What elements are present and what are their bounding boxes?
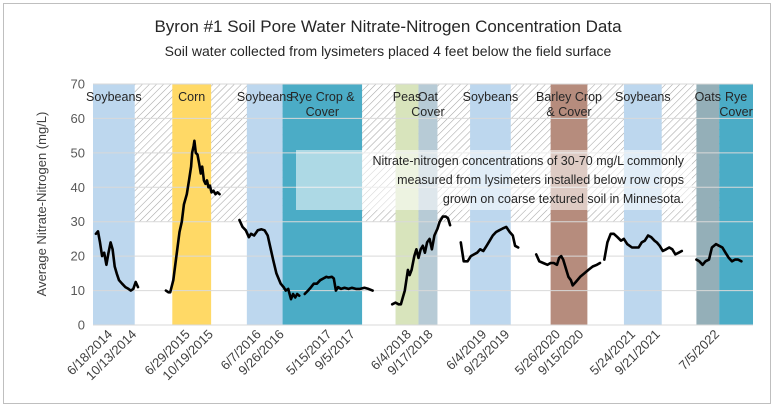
y-tick-70: 70	[71, 77, 85, 92]
crop-label-6-0: Soybeans	[463, 90, 519, 104]
y-tick-60: 60	[71, 111, 85, 126]
y-tick-40: 40	[71, 180, 85, 195]
x-tick-16: 7/5/2022	[676, 327, 722, 373]
crop-period-layer	[93, 84, 753, 325]
series-line-2020	[534, 253, 602, 287]
crop-label-7-1: & Cover	[546, 105, 591, 119]
y-axis-label: Average Nitrate-Nitrogen (mg/L)	[34, 112, 49, 297]
series-line-2021	[603, 232, 684, 261]
crop-label-10-0: Rye	[725, 90, 747, 104]
annotation-line-1: measured from lysimeters installed below…	[397, 173, 684, 187]
y-tick-layer: 0 10 20 30 40 50 60 70	[71, 77, 85, 333]
crop-band-1	[172, 84, 212, 325]
chart-subtitle: Soil water collected from lysimeters pla…	[165, 43, 612, 59]
y-tick-20: 20	[71, 249, 85, 264]
y-tick-10: 10	[71, 283, 85, 298]
crop-label-9-0: Oats	[695, 90, 721, 104]
crop-label-3-1: Cover	[306, 105, 339, 119]
crop-label-8-0: Soybeans	[615, 90, 671, 104]
y-tick-30: 30	[71, 214, 85, 229]
crop-label-10-1: Cover	[719, 105, 752, 119]
series-line-2015	[164, 139, 221, 294]
annotation-box	[296, 150, 692, 210]
crop-label-5-1: Cover	[411, 105, 444, 119]
series-line-2016	[238, 218, 301, 301]
annotation-line-0: Nitrate-nitrogen concentrations of 30-70…	[373, 154, 685, 168]
crop-label-0-0: Soybeans	[86, 90, 142, 104]
crop-label-3-0: Rye Crop &	[290, 90, 355, 104]
crop-label-2-0: Soybeans	[237, 90, 293, 104]
y-tick-50: 50	[71, 145, 85, 160]
series-layer	[94, 139, 743, 306]
series-line-2014	[94, 230, 140, 292]
crop-band-0	[93, 84, 135, 325]
annotation-layer: Nitrate-nitrogen concentrations of 30-70…	[296, 150, 692, 210]
crop-label-7-0: Barley Crop	[536, 90, 602, 104]
series-line-2019	[459, 225, 520, 263]
crop-label-4-0: Peas	[393, 90, 422, 104]
series-line-2022	[695, 242, 743, 267]
crop-band-2	[246, 84, 283, 325]
series-line-2018	[390, 215, 452, 306]
crop-label-5-0: Oat	[418, 90, 439, 104]
crop-band-9	[696, 84, 720, 325]
crop-band-10	[719, 84, 753, 325]
y-tick-0: 0	[78, 318, 85, 333]
crop-label-1-0: Corn	[178, 90, 205, 104]
chart-title: Byron #1 Soil Pore Water Nitrate-Nitroge…	[154, 17, 622, 36]
annotation-line-2: grown on coarse textured soil in Minneso…	[443, 192, 684, 206]
series-line-2017	[303, 275, 374, 296]
